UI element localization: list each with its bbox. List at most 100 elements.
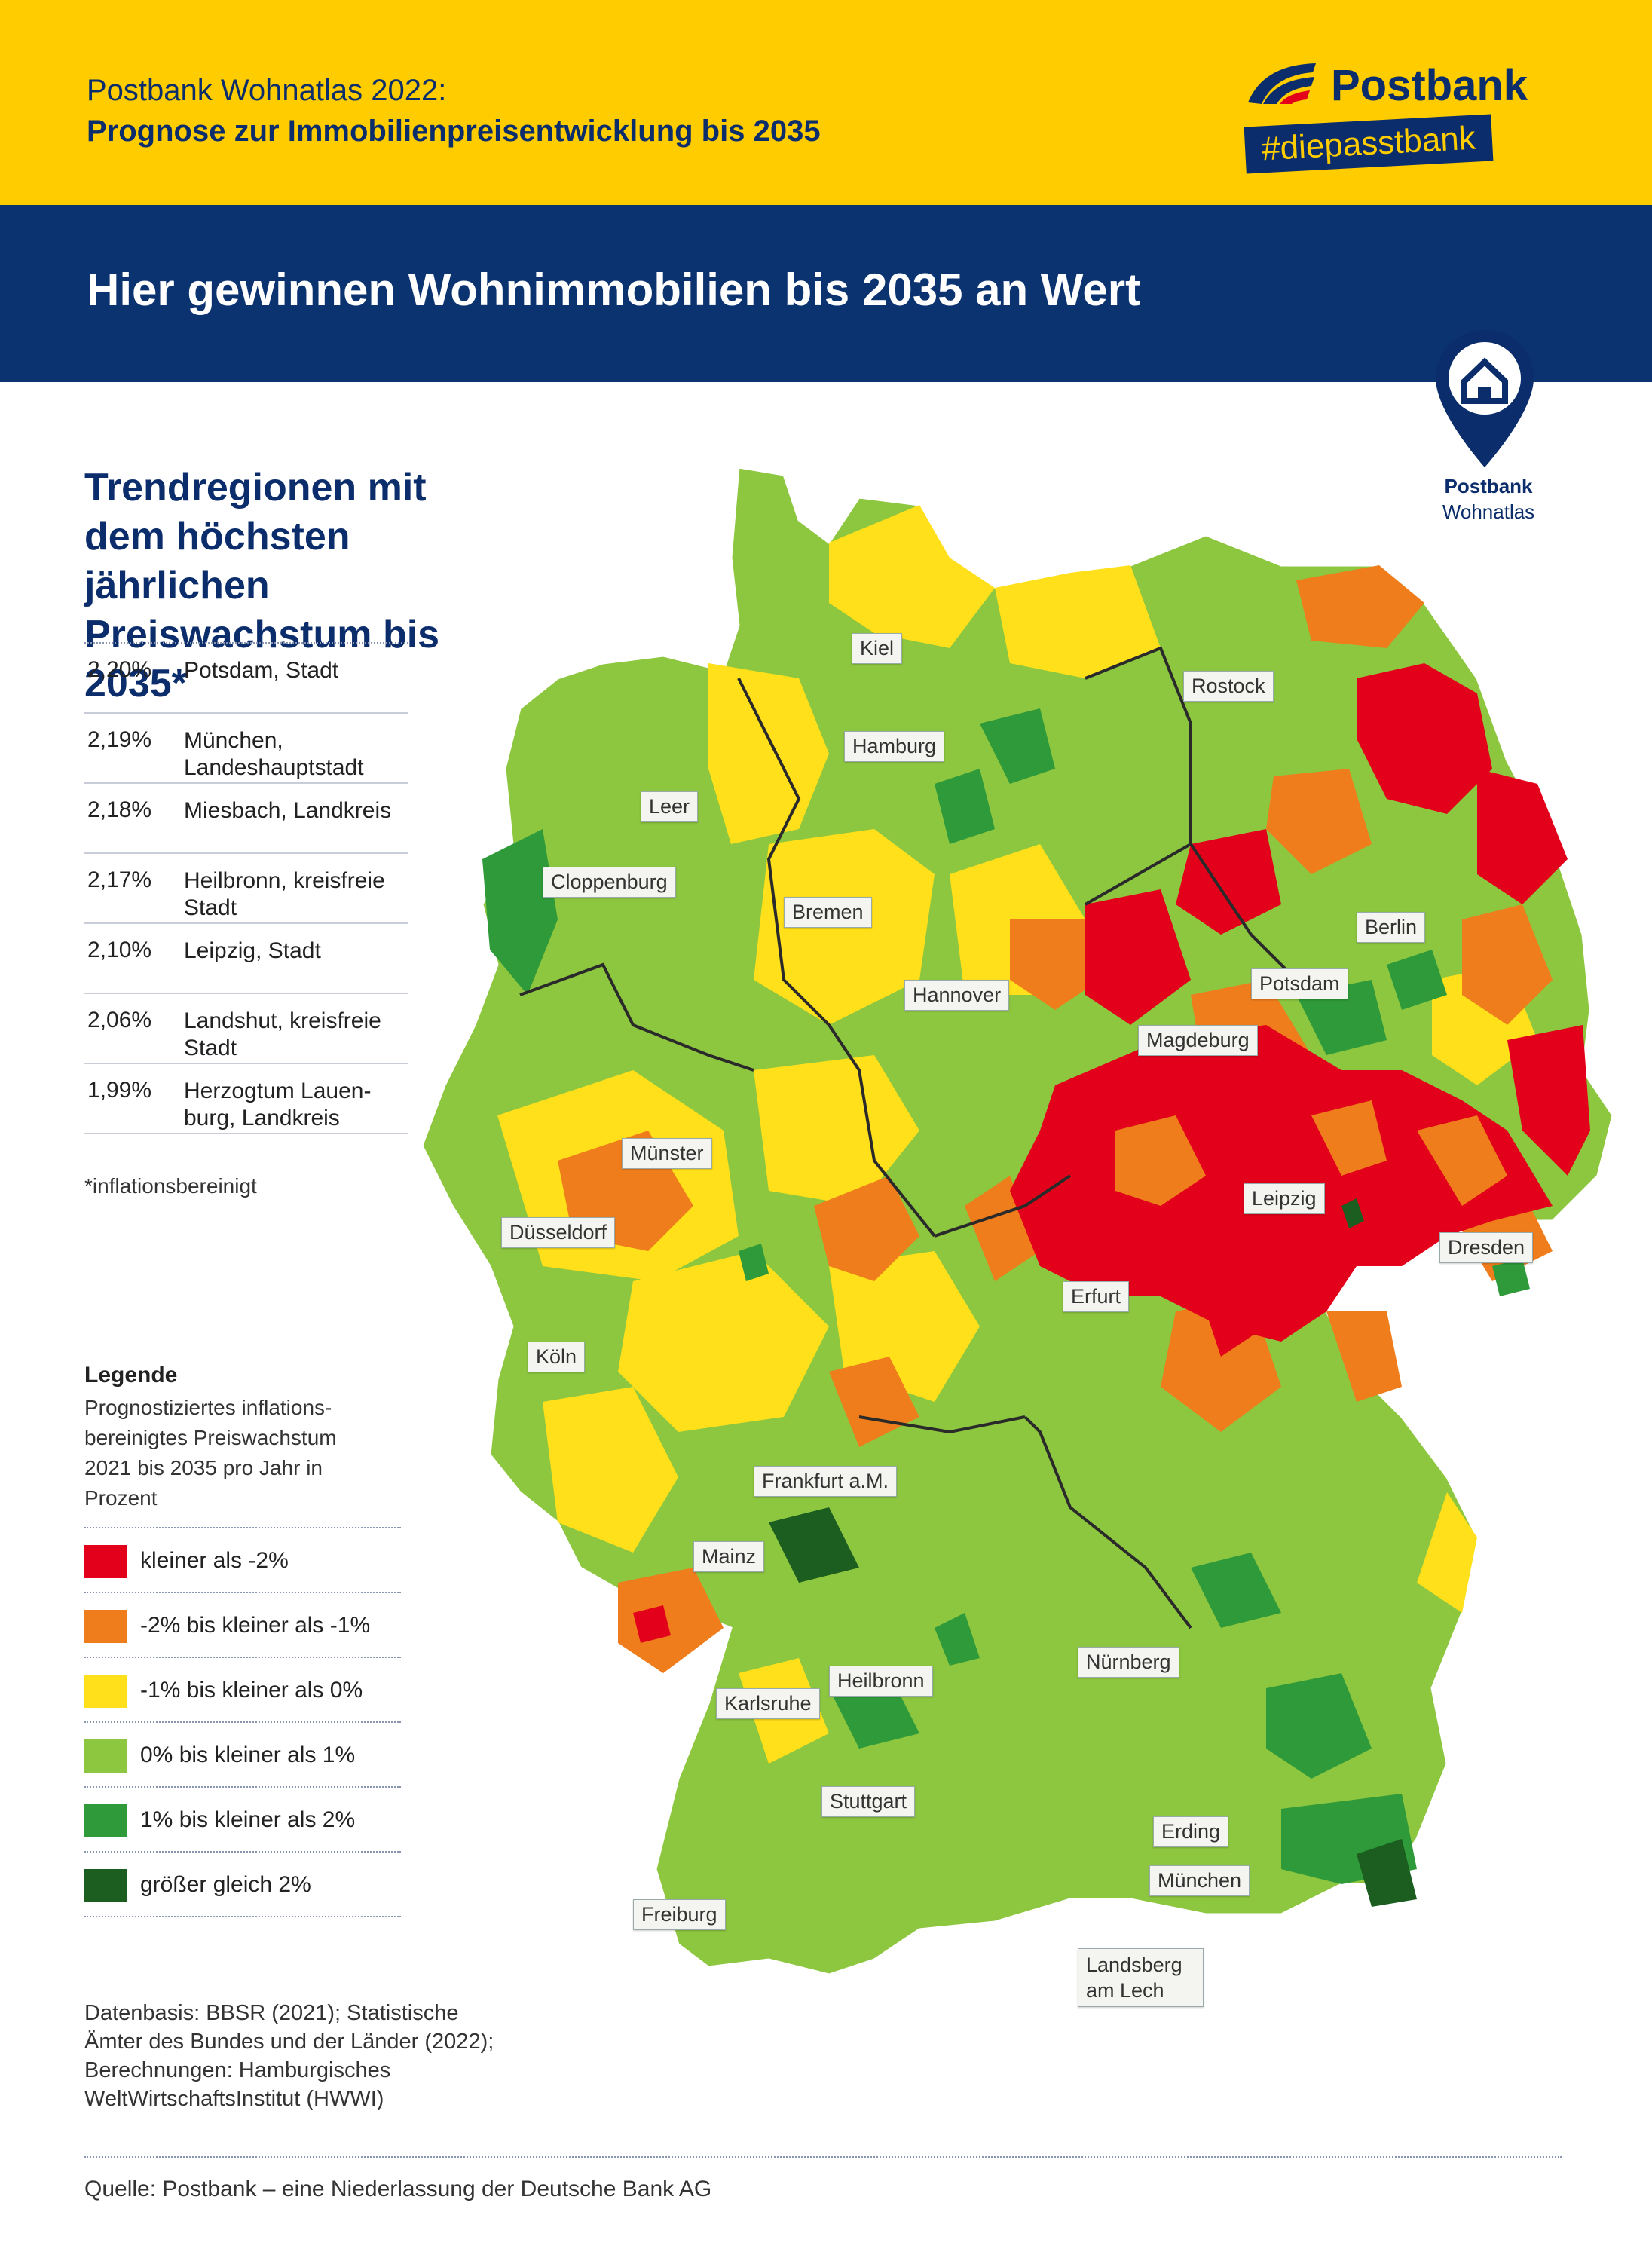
legend-swatch [84, 1545, 127, 1578]
city-label: München [1149, 1865, 1250, 1896]
legend-swatch [84, 1804, 127, 1837]
trend-row: 1,99% Herzogtum Lauen-burg, Landkreis [84, 1064, 408, 1134]
trend-row: 2,20% Potsdam, Stadt [84, 644, 408, 714]
state-border [519, 646, 1313, 1629]
trend-title: Trendregionen mit dem höchsten jährliche… [84, 466, 440, 705]
trend-region: Potsdam, Stadt [184, 658, 339, 683]
region-yellow [543, 1387, 678, 1553]
legend-swatch [84, 1610, 127, 1643]
atlas-title: Postbank Wohnatlas 2022: [87, 74, 447, 107]
region-dark-green [1387, 950, 1447, 1010]
trend-pct: 2,19% [87, 727, 152, 752]
region-dark-green [980, 708, 1055, 784]
legend-label: -2% bis kleiner als -1% [140, 1613, 371, 1638]
region-orange [1010, 919, 1100, 1010]
region-orange [1326, 1311, 1402, 1402]
city-label: Hannover [904, 980, 1010, 1011]
legend-label: größer gleich 2% [140, 1872, 311, 1897]
trend-pct: 2,06% [87, 1008, 152, 1033]
region-orange [618, 1568, 724, 1673]
region-orange [1311, 1100, 1387, 1176]
location-pin-icon [1436, 330, 1534, 467]
city-label: Nürnberg [1078, 1647, 1179, 1678]
trend-row: 2,06% Landshut, kreisfreie Stadt [84, 994, 408, 1064]
trend-region: München, Landeshauptstadt [184, 728, 364, 780]
city-label: Heilbronn [829, 1666, 933, 1697]
city-label: Potsdam [1251, 968, 1348, 999]
legend-label: 0% bis kleiner als 1% [140, 1742, 356, 1767]
region-yellow [829, 505, 995, 648]
region-yellow [618, 1251, 829, 1432]
trend-region: Leipzig, Stadt [184, 938, 321, 963]
legend-item: 0% bis kleiner als 1% [84, 1723, 401, 1788]
city-label: Münster [622, 1138, 712, 1169]
region-dark-green [1341, 1198, 1364, 1228]
badge-line2: Wohnatlas [1442, 500, 1535, 523]
city-label: Magdeburg [1138, 1025, 1258, 1056]
city-label: Freiburg [633, 1899, 726, 1930]
footnote: *inflationsbereinigt [84, 1174, 257, 1198]
trend-table: 2,20% Potsdam, Stadt 2,19% München, Land… [84, 642, 408, 1134]
city-label: Dresden [1439, 1232, 1534, 1263]
trend-region: Herzogtum Lauen-burg, Landkreis [184, 1078, 372, 1130]
legend-title: Legende [84, 1363, 178, 1388]
trend-region: Landshut, kreisfreie Stadt [184, 1008, 381, 1060]
headline-banner: Hier gewinnen Wohnimmobilien bis 2035 an… [0, 205, 1652, 382]
legend-swatch [84, 1869, 127, 1902]
region-dark-green [1492, 1259, 1530, 1296]
wohnatlas-badge: Postbank Wohnatlas [1428, 324, 1541, 523]
region-orange [1417, 1115, 1507, 1206]
region-red [1176, 829, 1281, 935]
city-label: Berlin [1357, 912, 1426, 943]
legend-description: Prognostiziertes inflations-bereinigtes … [84, 1396, 337, 1510]
region-red [1085, 889, 1191, 1025]
source-note: Quelle: Postbank – eine Niederlassung de… [84, 2177, 712, 2201]
city-label: Köln [528, 1342, 586, 1372]
legend-label: 1% bis kleiner als 2% [140, 1807, 356, 1832]
region-orange [1296, 565, 1424, 648]
trend-pct: 2,17% [87, 867, 152, 892]
trend-row: 2,19% München, Landeshauptstadt [84, 714, 408, 784]
postbank-logo: Postbank #diepasstbank [1241, 53, 1550, 181]
trend-region: Heilbronn, kreisfreie Stadt [184, 868, 385, 920]
brand-tag: #diepasstbank [1244, 114, 1494, 174]
brand-name: Postbank [1331, 61, 1528, 110]
region-red [1191, 1251, 1266, 1357]
city-label: Karlsruhe [716, 1688, 820, 1719]
atlas-subtitle: Prognose zur Immobilienpreisentwicklung … [87, 115, 821, 148]
divider [84, 2156, 1562, 2158]
city-label: Kiel [852, 633, 903, 664]
city-label: Erfurt [1063, 1281, 1130, 1312]
city-label: Hamburg [844, 731, 945, 762]
region-dark-green [935, 769, 995, 844]
region-dark-green [769, 1507, 859, 1583]
trend-pct: 2,18% [87, 797, 152, 822]
region-orange [1462, 904, 1553, 1025]
headline: Hier gewinnen Wohnimmobilien bis 2035 an… [87, 265, 1141, 315]
region-red [633, 1605, 671, 1643]
city-label: Bremen [784, 897, 872, 928]
region-red [1477, 769, 1568, 904]
legend-label: -1% bis kleiner als 0% [140, 1678, 363, 1703]
legend-swatch [84, 1675, 127, 1708]
city-label: Rostock [1183, 671, 1274, 702]
region-red [1507, 1025, 1590, 1176]
region-yellow [1417, 1492, 1477, 1613]
city-label: Düsseldorf [501, 1217, 616, 1248]
region-red [1357, 663, 1492, 814]
legend-label: kleiner als -2% [140, 1548, 289, 1573]
trend-pct: 2,20% [87, 657, 152, 682]
city-label: Cloppenburg [543, 867, 676, 898]
trend-region: Miesbach, Landkreis [184, 798, 392, 823]
city-label: Stuttgart [821, 1786, 916, 1817]
postbank-wing-icon [1248, 63, 1316, 104]
legend-item: -2% bis kleiner als -1% [84, 1593, 401, 1658]
region-yellow [995, 565, 1161, 678]
region-dark-green [739, 1244, 769, 1281]
trend-pct: 2,10% [87, 938, 152, 962]
trend-row: 2,17% Heilbronn, kreisfreie Stadt [84, 854, 408, 924]
region-yellow [754, 1055, 919, 1206]
data-source: Datenbasis: BBSR (2021); Statistische Äm… [84, 2001, 494, 2111]
city-label: Frankfurt a.M. [754, 1466, 898, 1497]
top-banner: Postbank Wohnatlas 2022: Prognose zur Im… [0, 0, 1652, 205]
